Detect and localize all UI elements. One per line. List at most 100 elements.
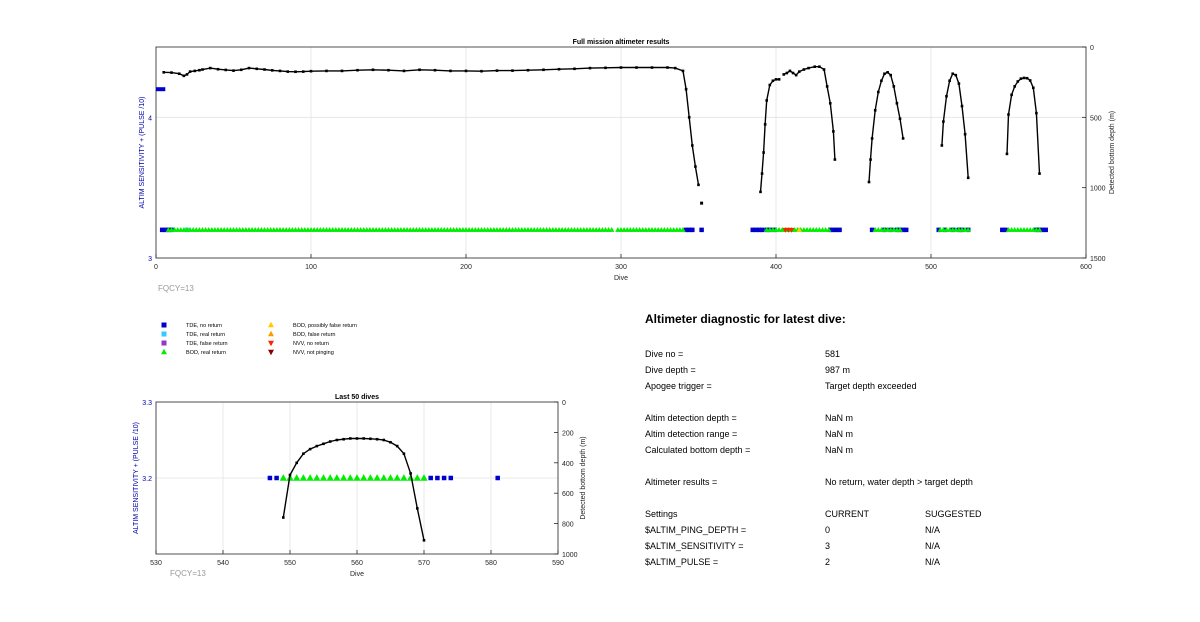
y-left-tick-label: 3.3 bbox=[142, 400, 152, 407]
depth-point bbox=[892, 85, 896, 88]
depth-point bbox=[1016, 80, 1020, 83]
diag-label: Altimeter results = bbox=[645, 477, 718, 487]
x-tick-label: 570 bbox=[418, 560, 430, 567]
depth-point bbox=[604, 66, 607, 70]
depth-point bbox=[813, 65, 817, 68]
return-markers bbox=[782, 227, 795, 233]
legend-marker bbox=[161, 322, 167, 328]
depth-point bbox=[185, 73, 189, 76]
depth-point bbox=[270, 69, 274, 72]
depth-point bbox=[162, 71, 166, 74]
depth-point bbox=[886, 71, 889, 74]
return-marker bbox=[163, 227, 168, 233]
x-tick-label: 600 bbox=[1080, 264, 1092, 271]
depth-point bbox=[402, 452, 406, 455]
depth-point bbox=[177, 72, 181, 76]
setting-name: $ALTIM_SENSITIVITY = bbox=[645, 541, 744, 551]
diag-value: Target depth exceeded bbox=[825, 381, 917, 391]
x-tick-label: 500 bbox=[925, 264, 937, 271]
return-marker bbox=[834, 227, 839, 233]
settings-header-row: Settings CURRENT SUGGESTED bbox=[645, 506, 1185, 522]
bod-real-return-marker bbox=[360, 474, 368, 481]
y-right-axis-label: Detected bottom depth (m) bbox=[1109, 111, 1116, 194]
depth-series-line bbox=[1006, 77, 1041, 174]
depth-point bbox=[322, 442, 325, 446]
depth-point bbox=[315, 444, 319, 448]
depth-point bbox=[870, 137, 874, 140]
diag-row-apogee: Apogee trigger = Target depth exceeded bbox=[645, 378, 1185, 394]
x-tick-label: 550 bbox=[284, 560, 296, 567]
diagnostic-title: Altimeter diagnostic for latest dive: bbox=[645, 312, 846, 326]
depth-point bbox=[188, 70, 192, 73]
legend-label: BOD, possibly false return bbox=[293, 323, 357, 329]
diag-value: No return, water depth > target depth bbox=[825, 477, 973, 487]
return-marker bbox=[750, 227, 755, 233]
depth-point bbox=[402, 69, 406, 73]
depth-point bbox=[573, 67, 576, 71]
depth-point bbox=[895, 101, 899, 105]
x-axis-label: Dive bbox=[614, 275, 628, 282]
bod-real-return-marker bbox=[366, 474, 374, 481]
depth-point bbox=[375, 437, 379, 441]
depth-point bbox=[1013, 85, 1016, 88]
depth-point bbox=[387, 68, 390, 72]
depth-point bbox=[771, 79, 775, 83]
depth-point bbox=[832, 130, 835, 133]
diag-label: Apogee trigger = bbox=[645, 381, 712, 391]
y-right-tick-label: 500 bbox=[1090, 115, 1102, 122]
depth-point bbox=[335, 438, 339, 442]
depth-point bbox=[777, 78, 781, 81]
depth-point bbox=[619, 66, 623, 69]
depth-point bbox=[873, 109, 877, 112]
depth-point bbox=[869, 158, 872, 161]
y-left-tick-label: 3 bbox=[148, 256, 152, 263]
setting-row-pulse: $ALTIM_PULSE = 2 N/A bbox=[645, 554, 1185, 570]
depth-point bbox=[263, 68, 266, 71]
bod-real-return-marker bbox=[393, 474, 401, 481]
diag-label: Altim detection depth = bbox=[645, 413, 737, 423]
depth-point bbox=[294, 70, 297, 74]
depth-point bbox=[309, 69, 313, 73]
tde-no-return-marker bbox=[267, 475, 273, 481]
depth-point bbox=[340, 69, 344, 73]
depth-point bbox=[416, 507, 419, 510]
depth-point bbox=[349, 437, 352, 440]
x-tick-label: 0 bbox=[154, 264, 158, 271]
depth-point bbox=[201, 68, 204, 71]
depth-point bbox=[940, 144, 944, 147]
legend-marker bbox=[161, 331, 167, 337]
depth-point bbox=[301, 70, 305, 73]
x-axis-label: Dive bbox=[350, 571, 364, 578]
setting-name: $ALTIM_PULSE = bbox=[645, 557, 719, 567]
legend-item: NVV, not pinging bbox=[268, 349, 334, 356]
setting-name: $ALTIM_PING_DEPTH = bbox=[645, 525, 747, 535]
return-marker bbox=[683, 227, 689, 233]
depth-point bbox=[650, 66, 654, 69]
depth-point bbox=[948, 79, 951, 83]
depth-point bbox=[495, 69, 499, 72]
depth-point bbox=[224, 68, 228, 72]
setting-current: 3 bbox=[825, 541, 831, 551]
legend-marker bbox=[161, 340, 167, 346]
return-marker bbox=[1043, 227, 1048, 233]
tde-no-return-marker bbox=[274, 475, 279, 481]
settings-label: Settings bbox=[645, 509, 678, 519]
return-marker bbox=[831, 227, 836, 233]
setting-row-sensitivity: $ALTIM_SENSITIVITY = 3 N/A bbox=[645, 538, 1185, 554]
depth-point bbox=[828, 101, 832, 105]
depth-point bbox=[422, 539, 426, 542]
depth-point bbox=[681, 69, 685, 73]
depth-point bbox=[1005, 152, 1009, 156]
y-left-axis-label: ALTIM SENSITIVITY + (PULSE /10) bbox=[139, 97, 146, 209]
y-left-tick-label: 4 bbox=[148, 115, 152, 122]
depth-point bbox=[1007, 113, 1010, 116]
y-right-tick-label: 1500 bbox=[1090, 256, 1106, 263]
legend-label: BOD, real return bbox=[186, 350, 226, 356]
legend: TDE, no return TDE, real return TDE, false… bbox=[161, 321, 357, 356]
return-marker bbox=[1040, 227, 1045, 233]
depth-point bbox=[963, 132, 967, 136]
depth-point bbox=[395, 444, 399, 448]
bod-real-return-marker bbox=[373, 474, 381, 481]
depth-point bbox=[966, 176, 970, 180]
y-left-axis-label: ALTIM SENSITIVITY + (PULSE /10) bbox=[133, 422, 140, 534]
